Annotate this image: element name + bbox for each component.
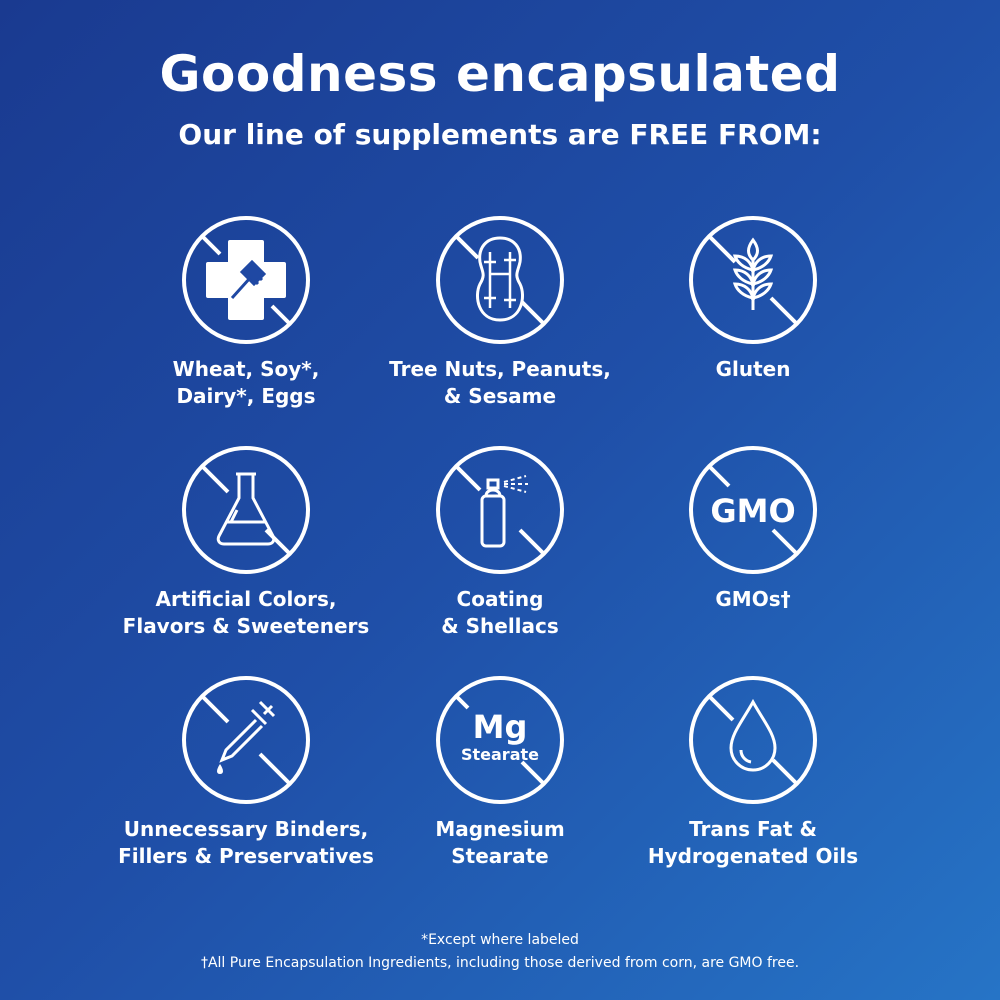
oil-drop-icon	[689, 676, 817, 804]
free-from-item: Coating & Shellacs	[350, 444, 650, 640]
free-from-item: Tree Nuts, Peanuts, & Sesame	[350, 214, 650, 410]
free-from-item: Unnecessary Binders, Fillers & Preservat…	[96, 674, 396, 870]
item-label: Artificial Colors, Flavors & Sweeteners	[122, 587, 370, 638]
gmo-icon: GMO	[689, 446, 817, 574]
item-label: GMOs†	[715, 587, 791, 611]
stearate-icon-text: Stearate	[461, 745, 539, 764]
item-label: Gluten	[715, 357, 791, 381]
wheat-icon	[689, 216, 817, 344]
gmo-icon-text: GMO	[710, 492, 795, 530]
spray-can-icon	[436, 446, 564, 574]
free-from-item: GMO GMOs†	[603, 444, 903, 613]
free-from-item: Trans Fat & Hydrogenated Oils	[603, 674, 903, 870]
flask-icon	[182, 446, 310, 574]
item-label: Trans Fat & Hydrogenated Oils	[647, 817, 859, 868]
footnote-asterisk: *Except where labeled	[421, 932, 579, 948]
footnote-dagger: †All Pure Encapsulation Ingredients, inc…	[200, 955, 800, 971]
free-from-item: Mg Stearate Magnesium Stearate	[350, 674, 650, 870]
free-from-item: Artificial Colors, Flavors & Sweeteners	[96, 444, 396, 640]
item-label: Tree Nuts, Peanuts, & Sesame	[389, 357, 611, 408]
page-title: Goodness encapsulated	[159, 45, 841, 103]
free-from-item: Wheat, Soy*, Dairy*, Eggs	[96, 214, 396, 410]
item-label: Magnesium Stearate	[435, 817, 565, 868]
page-subtitle: Our line of supplements are FREE FROM:	[178, 118, 822, 151]
item-label: Coating & Shellacs	[441, 587, 559, 638]
allergen-cross-fork-icon	[182, 216, 310, 344]
mg-icon-text: Mg	[473, 708, 528, 746]
free-from-item: Gluten	[603, 214, 903, 383]
peanut-icon	[436, 216, 564, 344]
dropper-icon	[182, 676, 310, 804]
item-label: Wheat, Soy*, Dairy*, Eggs	[172, 357, 320, 408]
mg-stearate-icon: Mg Stearate	[436, 676, 564, 804]
item-label: Unnecessary Binders, Fillers & Preservat…	[118, 817, 374, 868]
